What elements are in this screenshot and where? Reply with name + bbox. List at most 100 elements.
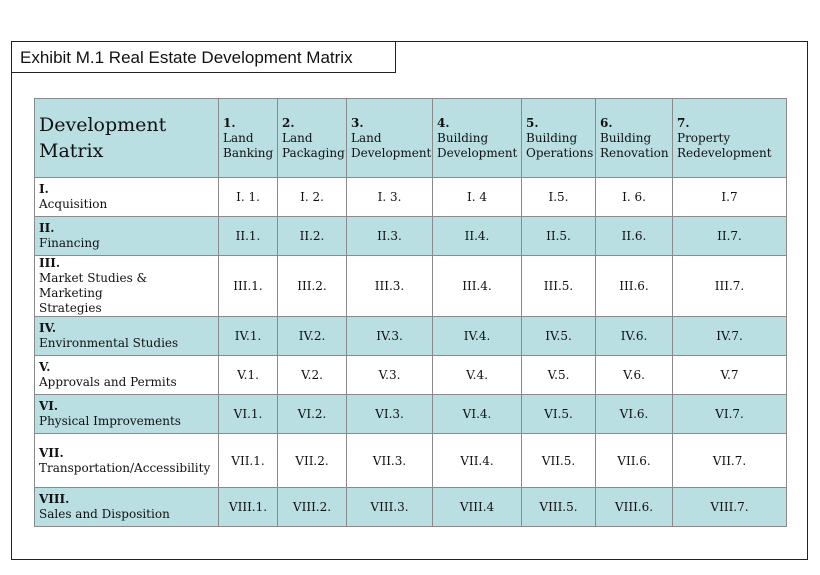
row-header: IV. Environmental Studies	[34, 316, 219, 356]
row-header: VII. Transportation/Accessibility	[34, 433, 219, 488]
column-label: Property	[677, 130, 731, 145]
column-label: Operations	[526, 145, 594, 160]
column-label: Banking	[223, 145, 274, 160]
corner-label-line-2: Matrix	[39, 140, 104, 162]
exhibit-title: Exhibit M.1 Real Estate Development Matr…	[11, 41, 396, 73]
column-number: 6.	[600, 115, 613, 130]
corner-label: Development Matrix	[34, 98, 219, 178]
matrix-cell: II.5.	[521, 216, 596, 256]
row-label: Strategies	[39, 301, 102, 315]
matrix-row: II. Financing II.1. II.2. II.3. II.4. II.5. II.…	[34, 216, 787, 256]
matrix-cell: VII.7.	[672, 433, 787, 488]
matrix-cell: IV.2.	[277, 316, 347, 356]
matrix-cell: VII.1.	[218, 433, 278, 488]
row-header: II. Financing	[34, 216, 219, 256]
matrix-row: VII. Transportation/Accessibility VII.1. VI…	[34, 433, 787, 488]
matrix-cell: III.7.	[672, 255, 787, 317]
row-number: III.	[39, 256, 61, 270]
matrix-cell: IV.6.	[595, 316, 673, 356]
row-label: Sales and Disposition	[39, 507, 170, 521]
matrix-row: VIII. Sales and Disposition VIII.1. VIII.2.…	[34, 487, 787, 527]
matrix-cell: III.1.	[218, 255, 278, 317]
matrix-row: IV. Environmental Studies IV.1. IV.2. IV.3. I…	[34, 316, 787, 356]
column-label: Land	[351, 130, 382, 145]
row-header: I. Acquisition	[34, 177, 219, 217]
row-label: Approvals and Permits	[39, 375, 177, 389]
matrix-cell: VII.5.	[521, 433, 596, 488]
matrix-cell: VI.5.	[521, 394, 596, 434]
column-label: Renovation	[600, 145, 669, 160]
matrix-cell: VIII.1.	[218, 487, 278, 527]
matrix-cell: I. 4	[432, 177, 522, 217]
matrix-cell: IV.1.	[218, 316, 278, 356]
row-label: Market Studies & Marketing	[39, 271, 148, 300]
matrix-cell: I. 6.	[595, 177, 673, 217]
matrix-cell: I. 3.	[346, 177, 433, 217]
matrix-cell: VI.7.	[672, 394, 787, 434]
corner-label-line-1: Development	[39, 114, 167, 136]
matrix-cell: VI.6.	[595, 394, 673, 434]
column-number: 4.	[437, 115, 450, 130]
row-number: V.	[39, 360, 51, 374]
column-label: Land	[223, 130, 254, 145]
matrix-cell: I.5.	[521, 177, 596, 217]
column-label: Building	[600, 130, 652, 145]
row-label: Acquisition	[39, 197, 108, 211]
matrix-table: Development Matrix 1. Land Banking 2. Land Pa…	[34, 98, 787, 527]
matrix-cell: IV.7.	[672, 316, 787, 356]
row-header: VI. Physical Improvements	[34, 394, 219, 434]
column-label: Land	[282, 130, 313, 145]
column-label: Redevelopment	[677, 145, 772, 160]
matrix-cell: VII.4.	[432, 433, 522, 488]
matrix-cell: VII.2.	[277, 433, 347, 488]
matrix-cell: VIII.6.	[595, 487, 673, 527]
matrix-row: I. Acquisition I. 1. I. 2. I. 3. I. 4 I.5. I. 6…	[34, 177, 787, 217]
column-header-3: 3. Land Development	[346, 98, 433, 178]
matrix-cell: I.7	[672, 177, 787, 217]
row-label: Financing	[39, 236, 100, 250]
row-label: Transportation/Accessibility	[39, 460, 211, 475]
matrix-cell: V.5.	[521, 355, 596, 395]
row-header: V. Approvals and Permits	[34, 355, 219, 395]
column-number: 1.	[223, 115, 236, 130]
column-number: 5.	[526, 115, 539, 130]
matrix-cell: II.4.	[432, 216, 522, 256]
row-number: IV.	[39, 321, 57, 335]
column-header-6: 6. Building Renovation	[595, 98, 673, 178]
matrix-cell: V.2.	[277, 355, 347, 395]
column-number: 2.	[282, 115, 295, 130]
header-row: Development Matrix 1. Land Banking 2. Land Pa…	[34, 98, 787, 178]
matrix-cell: IV.5.	[521, 316, 596, 356]
matrix-cell: II.7.	[672, 216, 787, 256]
matrix-cell: VI.3.	[346, 394, 433, 434]
column-label: Packaging	[282, 145, 345, 160]
matrix-row: VI. Physical Improvements VI.1. VI.2. VI.3. V…	[34, 394, 787, 434]
column-header-1: 1. Land Banking	[218, 98, 278, 178]
matrix-cell: III.2.	[277, 255, 347, 317]
matrix-cell: VIII.3.	[346, 487, 433, 527]
matrix-cell: VIII.7.	[672, 487, 787, 527]
column-label: Building	[437, 130, 489, 145]
matrix-cell: I. 1.	[218, 177, 278, 217]
row-header: VIII. Sales and Disposition	[34, 487, 219, 527]
row-header: III. Market Studies & Marketing Strategies	[34, 255, 219, 317]
matrix-cell: VII.3.	[346, 433, 433, 488]
matrix-cell: III.4.	[432, 255, 522, 317]
matrix-cell: V.6.	[595, 355, 673, 395]
column-label: Development	[351, 145, 432, 160]
matrix-cell: VI.4.	[432, 394, 522, 434]
column-number: 3.	[351, 115, 364, 130]
matrix-cell: III.6.	[595, 255, 673, 317]
matrix-cell: II.3.	[346, 216, 433, 256]
matrix-cell: V.4.	[432, 355, 522, 395]
matrix-cell: II.2.	[277, 216, 347, 256]
column-header-4: 4. Building Development	[432, 98, 522, 178]
matrix-cell: IV.3.	[346, 316, 433, 356]
matrix-cell: V.7	[672, 355, 787, 395]
row-label: Environmental Studies	[39, 336, 179, 350]
matrix-cell: I. 2.	[277, 177, 347, 217]
matrix-cell: II.6.	[595, 216, 673, 256]
row-number: VI.	[39, 399, 59, 413]
column-header-2: 2. Land Packaging	[277, 98, 347, 178]
row-number: I.	[39, 182, 49, 196]
